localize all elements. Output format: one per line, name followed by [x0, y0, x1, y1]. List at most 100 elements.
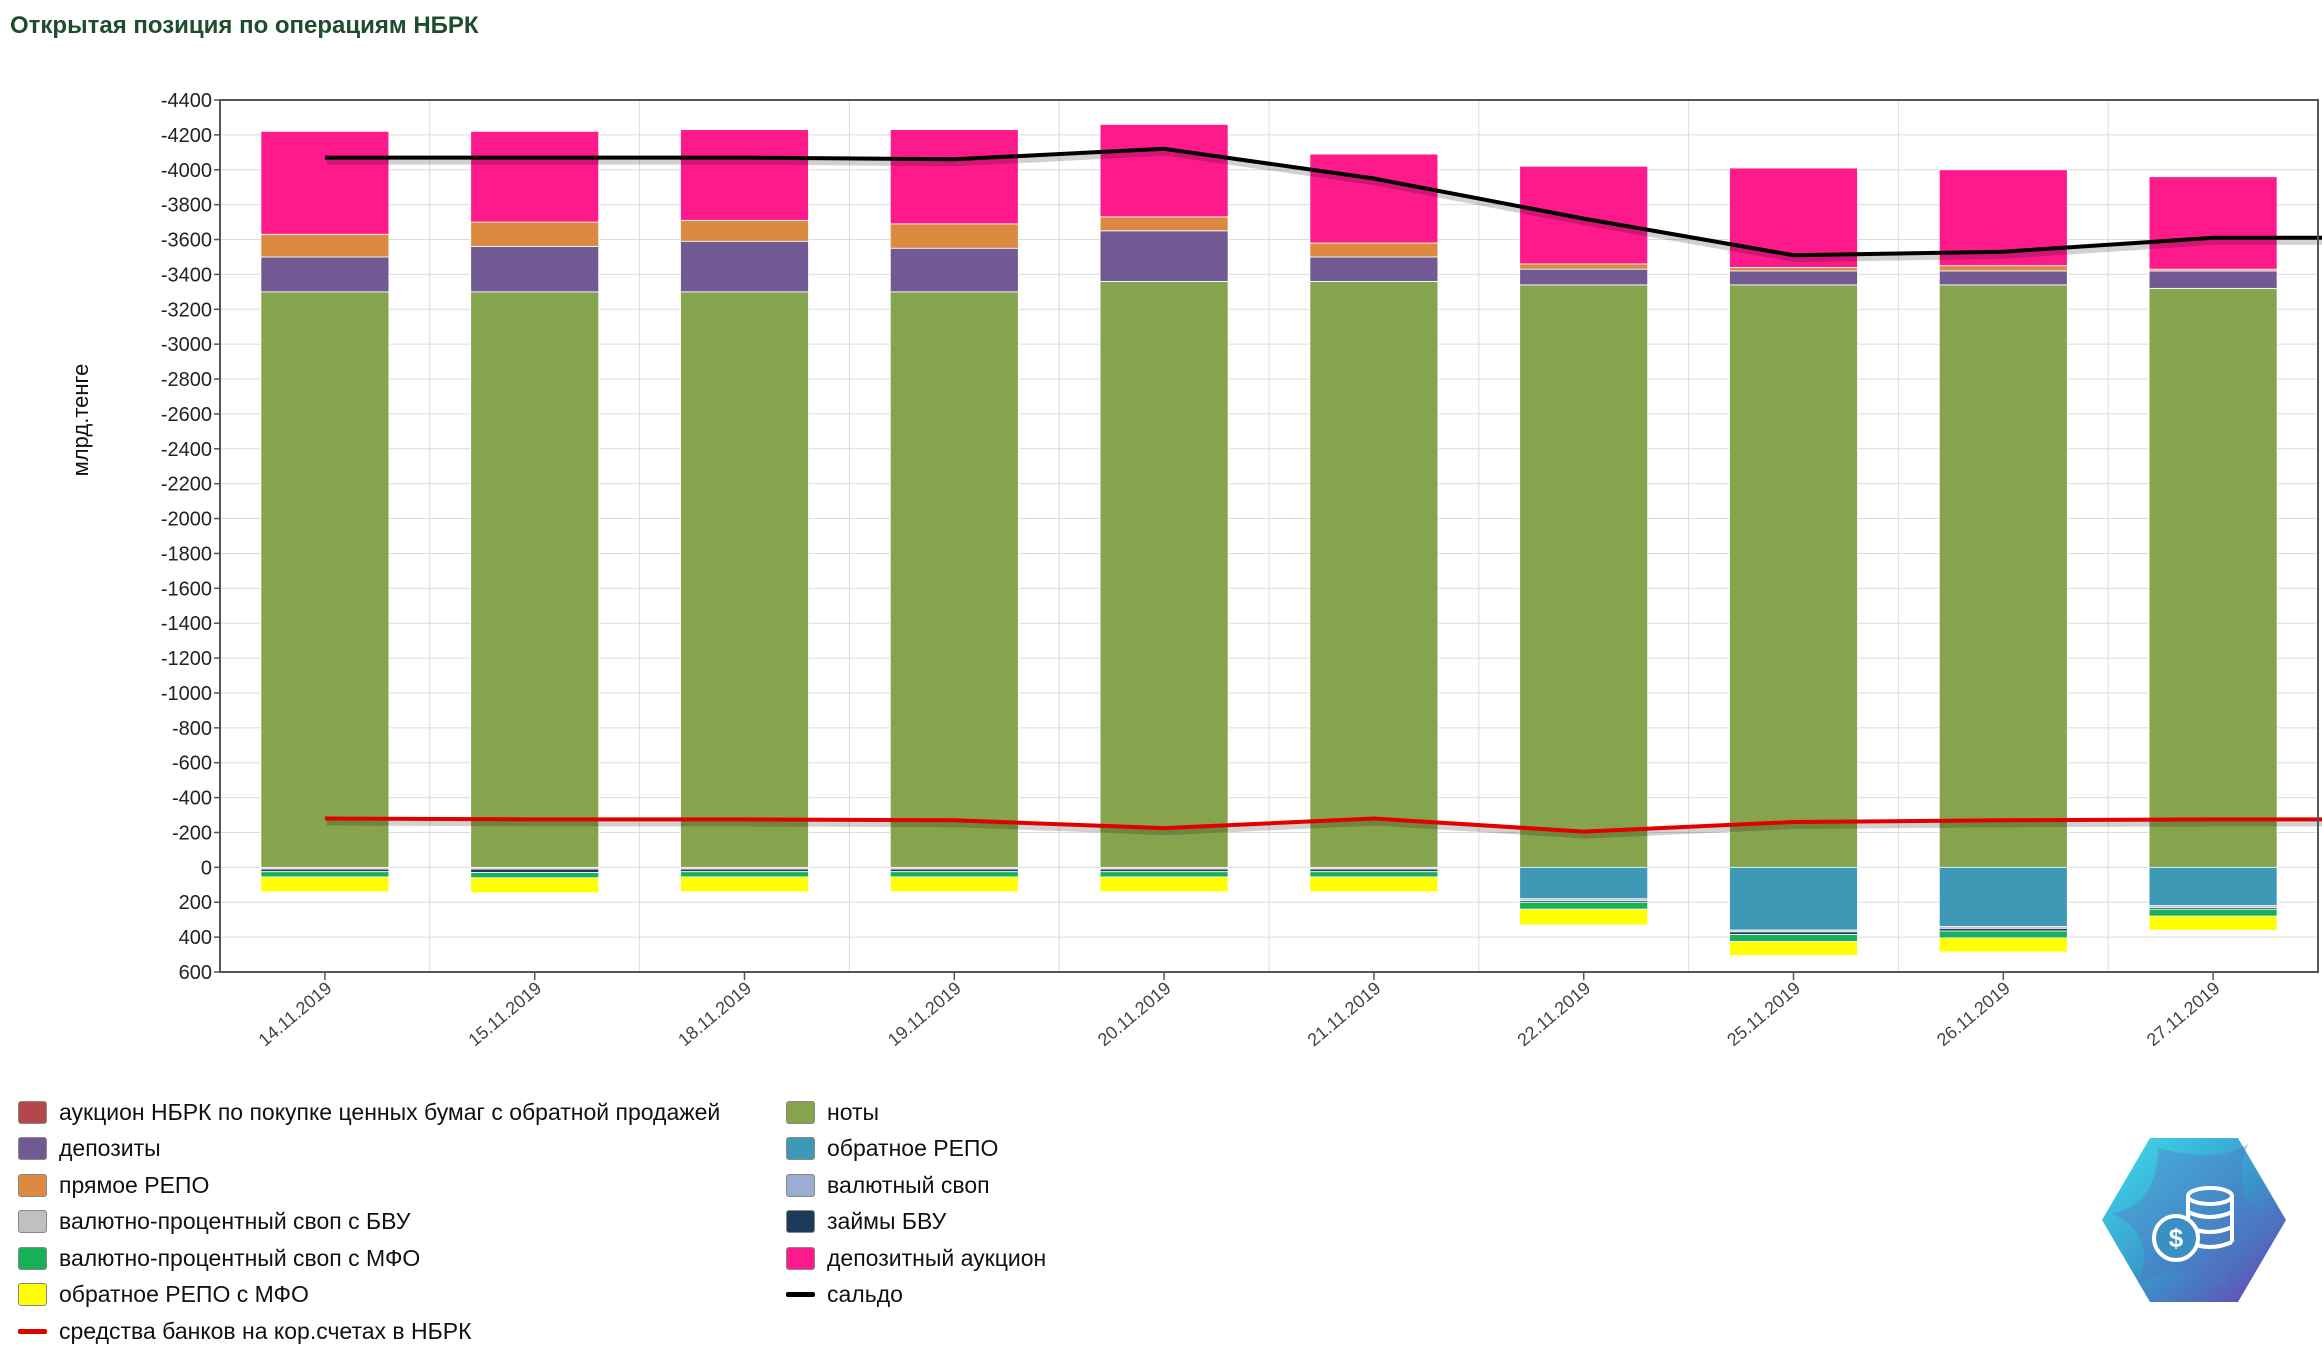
legend-column-right: ноты обратное РЕПО валютный своп займы БВУ д… [786, 1094, 1046, 1313]
line-shadow [326, 147, 2322, 263]
legend-label: ноты [827, 1098, 880, 1125]
y-tick-label: -3200 [161, 299, 212, 321]
svg-text:$: $ [2169, 1223, 2184, 1253]
line-series [324, 816, 2322, 834]
legend-label: аукцион НБРК по покупке ценных бумаг с о… [59, 1098, 721, 1125]
legend-item[interactable]: сальдо [786, 1277, 1046, 1314]
legend-label: займы БВУ [827, 1208, 947, 1235]
legend-swatch [18, 1173, 47, 1197]
x-tick-label: 15.11.2019 [464, 978, 545, 1050]
x-tick-label: 20.11.2019 [1094, 978, 1175, 1050]
bar-segment [889, 871, 1019, 878]
legend-item[interactable]: обратное РЕПО [786, 1131, 1046, 1168]
legend-swatch [786, 1137, 815, 1161]
bar-segment [470, 877, 600, 894]
plot-frame [219, 99, 2319, 973]
bar-segment [1519, 908, 1649, 926]
legend-item[interactable]: депозитный аукцион [786, 1240, 1046, 1277]
y-tick-label: -1400 [161, 613, 212, 635]
y-tick-label: -3600 [161, 230, 212, 252]
bar-segment [1729, 270, 1858, 286]
bar-segment [1099, 871, 1229, 878]
bar-segment [1729, 866, 1858, 931]
bar-segment [2148, 176, 2278, 270]
x-tick-label: 25.11.2019 [1723, 978, 1804, 1050]
bar-segment [1099, 216, 1229, 232]
legend-item[interactable]: аукцион НБРК по покупке ценных бумаг с о… [18, 1094, 720, 1131]
y-tick-label: -600 [172, 753, 212, 775]
bar-segment [1309, 280, 1439, 868]
y-tick-label: 200 [179, 892, 212, 914]
bar-segment [470, 246, 600, 293]
bar-segment [1309, 876, 1439, 893]
bar-segment [889, 223, 1019, 249]
bar-segment [1309, 242, 1439, 258]
bar-segment [1938, 937, 2068, 953]
y-tick-label: -4200 [161, 125, 212, 147]
bar-segment [1519, 268, 1649, 286]
legend-item[interactable]: депозиты [18, 1131, 720, 1168]
legend-swatch [18, 1283, 47, 1307]
bar-segment [889, 129, 1019, 225]
bar-segment [260, 876, 390, 893]
legend-label: депозиты [59, 1135, 161, 1162]
coins-dollar-icon: $ [2102, 1138, 2286, 1302]
bar-segment [1729, 167, 1858, 268]
y-tick-label: 0 [201, 857, 212, 879]
bar-segment [1729, 267, 1858, 272]
legend-label: прямое РЕПО [59, 1171, 210, 1198]
bar-segment [2148, 915, 2278, 931]
x-tick-label: 26.11.2019 [1933, 978, 2014, 1050]
bar-segment [1519, 165, 1649, 265]
legend-item[interactable]: валютно-процентный своп с БВУ [18, 1204, 720, 1241]
bar-segment [470, 868, 600, 873]
legend-label: валютный своп [827, 1171, 990, 1198]
bar-segment [1519, 284, 1649, 868]
legend-swatch [786, 1173, 815, 1197]
legend-line-swatch [786, 1283, 815, 1306]
legend-item[interactable]: обратное РЕПО с МФО [18, 1277, 720, 1314]
y-tick-label: -1200 [161, 648, 212, 670]
legend-item[interactable]: средства банков на кор.счетах в НБРК [18, 1313, 720, 1350]
bar-segment [1938, 265, 2068, 272]
legend: аукцион НБРК по покупке ценных бумаг с о… [18, 1094, 1158, 1364]
y-tick-label: -1000 [161, 683, 212, 705]
legend-item[interactable]: ноты [786, 1094, 1046, 1131]
legend-item[interactable]: займы БВУ [786, 1204, 1046, 1241]
bar-segment [1938, 284, 2068, 868]
bar-segment [470, 221, 600, 247]
y-tick-label: -1600 [161, 578, 212, 600]
bar-segment [680, 219, 809, 242]
legend-label: сальдо [827, 1281, 903, 1308]
y-tick-label: 400 [179, 927, 212, 949]
chart-title: Открытая позиция по операциям НБРК [10, 12, 479, 39]
y-tick-label: -3000 [161, 334, 212, 356]
legend-swatch [18, 1210, 47, 1234]
bar-segment [1309, 256, 1439, 282]
x-tick-label: 18.11.2019 [674, 978, 755, 1050]
bar-segment [2148, 270, 2278, 289]
bar-segment [889, 876, 1019, 893]
y-tick-label: -2400 [161, 439, 212, 461]
legend-item[interactable]: валютный своп [786, 1167, 1046, 1204]
bar-segment [260, 130, 390, 235]
bar-segment [889, 247, 1019, 293]
bar-segment [889, 291, 1019, 868]
bar-segment [1099, 124, 1229, 218]
legend-item[interactable]: валютно-процентный своп с МФО [18, 1240, 720, 1277]
x-tick-label: 14.11.2019 [255, 978, 336, 1050]
bar-segment [2148, 908, 2278, 917]
bar-segment [2148, 287, 2278, 868]
bar-segment [1519, 263, 1649, 270]
bar-segment [1729, 284, 1858, 868]
bar-segment [1729, 941, 1858, 956]
bar-segment [680, 876, 809, 893]
bar-segment [1309, 153, 1439, 244]
bar-segment [1309, 871, 1439, 878]
legend-item[interactable]: прямое РЕПО [18, 1167, 720, 1204]
bar-segment [260, 256, 390, 293]
line-series [324, 146, 2322, 258]
legend-label: валютно-процентный своп с МФО [59, 1244, 421, 1271]
legend-label: депозитный аукцион [827, 1244, 1047, 1271]
legend-swatch [18, 1246, 47, 1270]
